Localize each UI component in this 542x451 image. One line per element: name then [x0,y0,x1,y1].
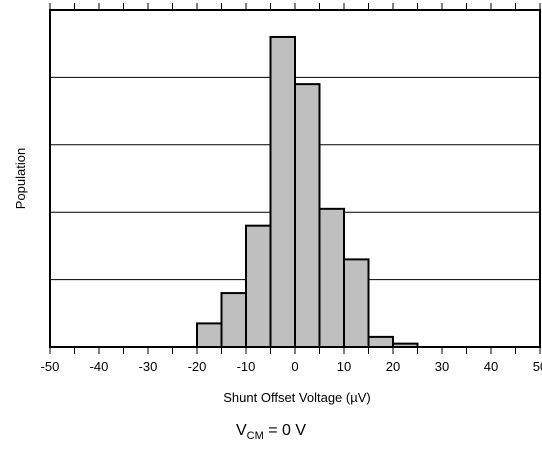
y-axis-title: Population [13,148,28,209]
x-tick-label: 0 [291,359,298,374]
x-tick-label: 40 [484,359,498,374]
histogram-bar [318,207,345,348]
x-axis-title: Shunt Offset Voltage (µV) [223,390,370,405]
histogram-bar [196,322,223,349]
x-tick-label: -10 [237,359,256,374]
histogram-bar [245,224,272,348]
histogram-bar [269,35,296,349]
x-tick-label: -50 [41,359,60,374]
x-tick-label: 10 [337,359,351,374]
histogram-bar [220,292,247,348]
x-tick-label: -20 [188,359,207,374]
x-tick-label: -40 [90,359,109,374]
x-tick-label: 30 [435,359,449,374]
x-tick-label: 20 [386,359,400,374]
x-tick-label: 50 [533,359,542,374]
histogram-bar [367,335,394,349]
histogram-bar [294,83,321,348]
histogram-bar [343,258,370,349]
test-condition-caption: VCM = 0 V [235,422,307,443]
histogram-chart: -50 -40 -30 -20 -10 0 10 20 30 40 50 Shunt Offset V… [13,3,542,405]
x-tick-label: -30 [139,359,158,374]
